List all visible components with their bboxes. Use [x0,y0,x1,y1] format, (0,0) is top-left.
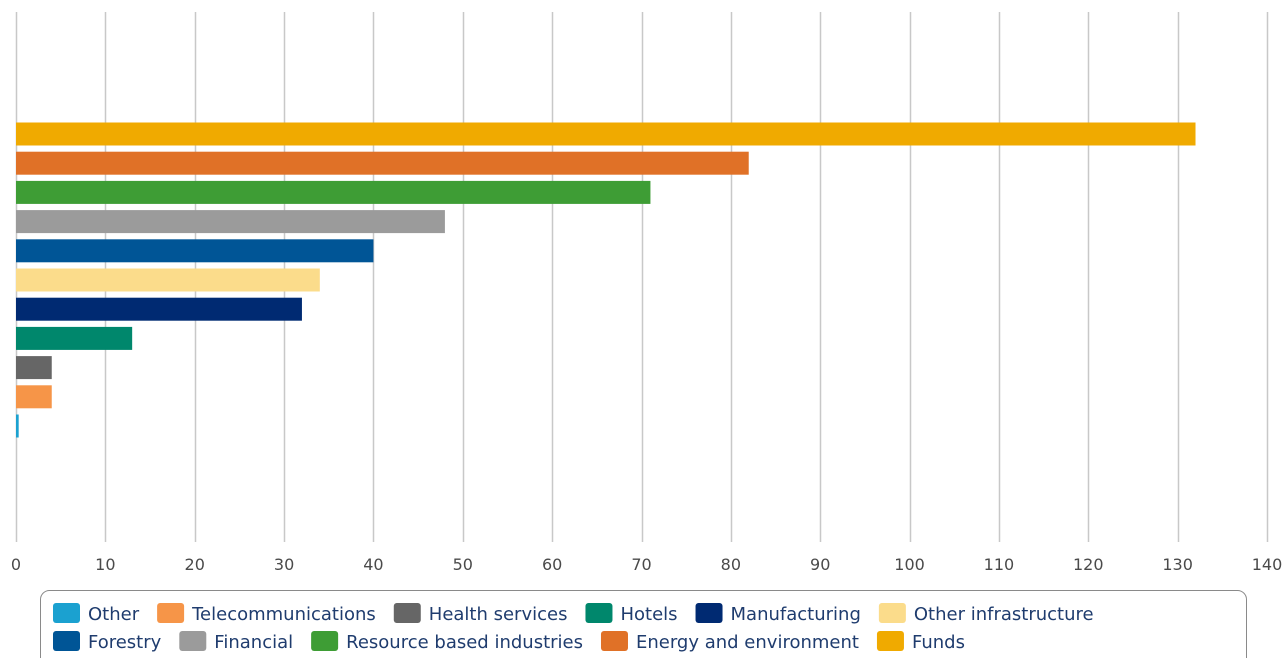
x-tick-label: 60 [542,555,562,574]
x-tick-label: 80 [721,555,741,574]
legend-item-other[interactable]: Other [53,603,140,625]
legend-swatch [600,631,628,651]
legend-swatch [157,603,185,623]
x-tick-label: 110 [984,555,1015,574]
legend-label: Forestry [88,632,162,653]
x-tick-label: 90 [810,555,830,574]
bar-other-infrastructure [16,268,320,292]
legend-item-forestry[interactable]: Forestry [53,631,162,653]
bar-telecommunications [16,385,52,409]
legend-swatch [878,603,906,623]
legend-item-energy-and-environment[interactable]: Energy and environment [600,631,859,653]
legend-label: Financial [214,632,293,653]
x-tick-label: 20 [185,555,205,574]
legend-box [40,590,1247,662]
bar-energy-and-environment [16,151,749,175]
x-tick-label: 120 [1073,555,1104,574]
legend-item-other-infrastructure[interactable]: Other infrastructure [878,603,1094,625]
legend: Other Telecommunications Health services Ho… [40,590,1247,662]
legend-label: Hotels [620,604,677,625]
legend-label: Funds [912,632,965,653]
x-tick-label: 100 [894,555,925,574]
legend-swatch [179,631,207,651]
legend-item-manufacturing[interactable]: Manufacturing [695,603,861,625]
legend-label: Manufacturing [731,604,861,625]
x-tick-label: 10 [95,555,115,574]
bar-other [16,414,19,438]
x-tick-label: 40 [363,555,383,574]
legend-item-financial[interactable]: Financial [179,631,293,653]
x-axis-ticks: 0 10 20 30 40 50 60 70 80 90 100 110 120 130 140 [11,555,1282,574]
legend-swatch [695,603,723,623]
legend-swatch [53,603,80,623]
x-tick-label: 0 [11,555,21,574]
x-tick-label: 140 [1252,555,1283,574]
legend-swatch [311,631,339,651]
legend-label: Energy and environment [636,632,859,653]
legend-label: Telecommunications [191,604,376,625]
legend-swatch [876,631,904,651]
legend-swatch [53,631,80,651]
bar-forestry [16,239,374,263]
bar-funds [16,122,1196,146]
legend-label: Resource based industries [346,632,583,653]
bar-manufacturing [16,297,302,321]
bar-financial [16,210,445,234]
legend-swatch [393,603,421,623]
legend-label: Other [88,604,140,625]
bar-health-services [16,356,52,380]
legend-item-funds[interactable]: Funds [876,631,965,653]
legend-item-hotels[interactable]: Hotels [585,603,678,625]
gridlines [15,12,1269,542]
legend-swatch [585,603,613,623]
legend-label: Health services [429,604,568,625]
bars [16,122,1196,438]
legend-item-telecommunications[interactable]: Telecommunications [157,603,376,625]
bar-hotels [16,326,133,350]
legend-label: Other infrastructure [914,604,1094,625]
x-tick-label: 50 [453,555,473,574]
legend-item-health-services[interactable]: Health services [393,603,568,625]
x-tick-label: 130 [1162,555,1193,574]
legend-item-resource-based-industries[interactable]: Resource based industries [311,631,583,653]
bar-resource-based-industries [16,180,651,204]
x-tick-label: 70 [631,555,651,574]
x-tick-label: 30 [274,555,294,574]
